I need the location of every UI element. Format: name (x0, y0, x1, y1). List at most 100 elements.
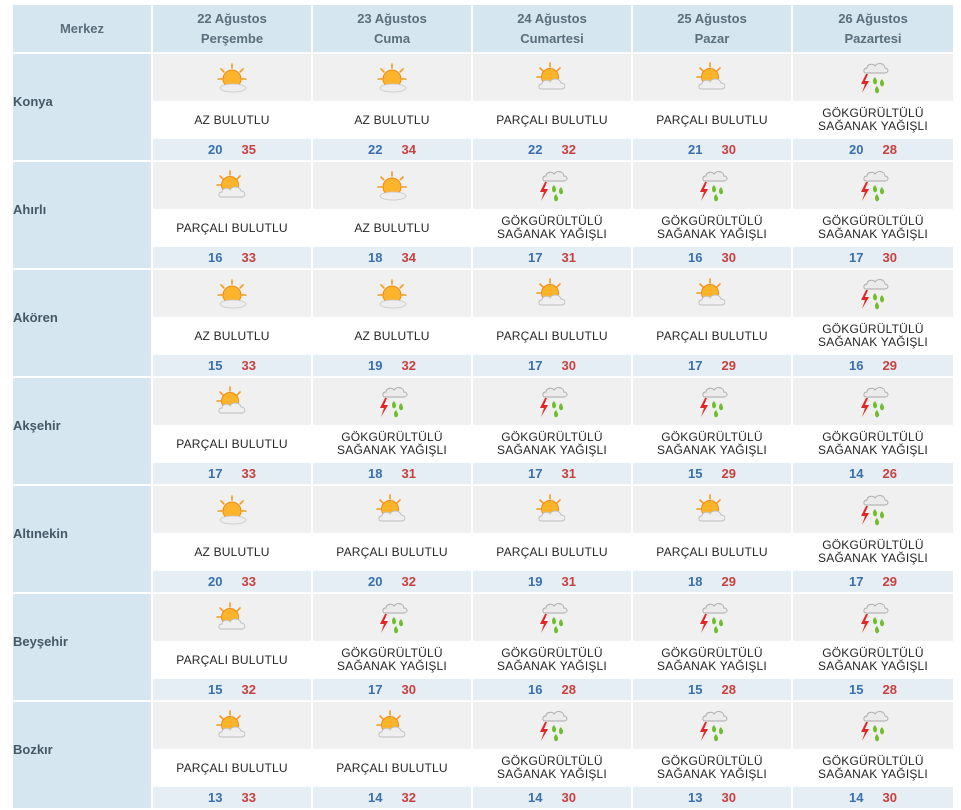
max-temp: 26 (882, 466, 897, 481)
thunderstorm-icon (695, 384, 729, 420)
forecast-cell: PARÇALI BULUTLU 16 33 (153, 162, 313, 270)
city-name: Ahırlı (13, 202, 47, 217)
forecast-cell: AZ BULUTLU 19 32 (313, 270, 473, 378)
condition-text: AZ BULUTLU (153, 533, 311, 571)
weather-icon-area (313, 378, 471, 425)
weather-icon-area (473, 702, 631, 749)
temperature-range: 21 30 (633, 139, 791, 160)
condition-line: SAĞANAK YAĞIŞLI (657, 659, 767, 673)
forecast-cell: GÖKGÜRÜLTÜLÜ SAĞANAK YAĞIŞLI 17 30 (793, 162, 953, 270)
condition-line: PARÇALI BULUTLU (176, 652, 288, 667)
weather-icon-area (793, 378, 953, 425)
city-cell: Konya (13, 54, 153, 162)
weather-icon-area (793, 486, 953, 533)
condition-line: SAĞANAK YAĞIŞLI (818, 659, 928, 673)
forecast-cell: GÖKGÜRÜLTÜLÜ SAĞANAK YAĞIŞLI 14 30 (793, 702, 953, 810)
max-temp: 32 (561, 142, 576, 157)
temperature-range: 17 31 (473, 247, 631, 268)
min-temp: 13 (208, 790, 223, 805)
day-date: 23 Ağustos (357, 10, 427, 26)
condition-line: GÖKGÜRÜLTÜLÜ (661, 214, 763, 228)
sun-icon (375, 60, 409, 96)
max-temp: 31 (401, 466, 416, 481)
partly-cloudy-icon (695, 60, 729, 96)
temperature-range: 17 30 (473, 355, 631, 376)
forecast-cell: PARÇALI BULUTLU 20 32 (313, 486, 473, 594)
day-date: 22 Ağustos (197, 10, 267, 26)
weather-icon-area (633, 54, 791, 101)
condition-text: AZ BULUTLU (313, 209, 471, 247)
weather-icon-area (473, 378, 631, 425)
forecast-cell: AZ BULUTLU 22 34 (313, 54, 473, 162)
max-temp: 32 (401, 574, 416, 589)
condition-line: PARÇALI BULUTLU (176, 760, 288, 775)
temperature-range: 22 32 (473, 139, 631, 160)
city-row: Altınekin AZ BULUTLU 20 33 PARÇALI BULUTLU 20… (13, 486, 953, 594)
min-temp: 16 (208, 250, 223, 265)
condition-line: GÖKGÜRÜLTÜLÜ (501, 214, 603, 228)
condition-text: PARÇALI BULUTLU (153, 425, 311, 463)
condition-line: AZ BULUTLU (354, 220, 430, 235)
temperature-range: 18 31 (313, 463, 471, 484)
max-temp: 32 (401, 358, 416, 373)
city-name: Altınekin (13, 526, 68, 541)
max-temp: 30 (721, 250, 736, 265)
forecast-cell: AZ BULUTLU 20 35 (153, 54, 313, 162)
max-temp: 34 (401, 142, 416, 157)
condition-text: GÖKGÜRÜLTÜLÜ SAĞANAK YAĞIŞLI (473, 641, 631, 679)
header-row: Merkez 22 Ağustos Perşembe 23 Ağustos Cuma… (13, 5, 953, 54)
forecast-body: Konya AZ BULUTLU 20 35 AZ BULUTLU 22 34 PARÇALI… (13, 54, 953, 810)
temperature-range: 13 33 (153, 787, 311, 808)
min-temp: 20 (208, 142, 223, 157)
city-column-header: Merkez (13, 5, 153, 54)
condition-line: GÖKGÜRÜLTÜLÜ (341, 430, 443, 444)
condition-text: GÖKGÜRÜLTÜLÜ SAĞANAK YAĞIŞLI (793, 317, 953, 355)
day-header: 23 Ağustos Cuma (313, 5, 473, 54)
condition-text: AZ BULUTLU (313, 101, 471, 139)
forecast-cell: GÖKGÜRÜLTÜLÜ SAĞANAK YAĞIŞLI 20 28 (793, 54, 953, 162)
condition-text: GÖKGÜRÜLTÜLÜ SAĞANAK YAĞIŞLI (793, 101, 953, 139)
forecast-cell: PARÇALI BULUTLU 14 32 (313, 702, 473, 810)
temperature-range: 17 29 (793, 571, 953, 592)
temperature-range: 20 35 (153, 139, 311, 160)
weather-icon-area (633, 270, 791, 317)
city-cell: Ahırlı (13, 162, 153, 270)
max-temp: 29 (721, 358, 736, 373)
weather-icon-area (153, 162, 311, 209)
min-temp: 15 (849, 682, 864, 697)
partly-cloudy-icon (535, 492, 569, 528)
day-header: 22 Ağustos Perşembe (153, 5, 313, 54)
temperature-range: 17 30 (793, 247, 953, 268)
condition-line: PARÇALI BULUTLU (496, 328, 608, 343)
weather-icon-area (313, 270, 471, 317)
temperature-range: 16 29 (793, 355, 953, 376)
forecast-cell: GÖKGÜRÜLTÜLÜ SAĞANAK YAĞIŞLI 16 29 (793, 270, 953, 378)
thunderstorm-icon (535, 168, 569, 204)
condition-text: GÖKGÜRÜLTÜLÜ SAĞANAK YAĞIŞLI (793, 425, 953, 463)
forecast-cell: GÖKGÜRÜLTÜLÜ SAĞANAK YAĞIŞLI 16 28 (473, 594, 633, 702)
condition-line: SAĞANAK YAĞIŞLI (497, 443, 607, 457)
thunderstorm-icon (856, 492, 890, 528)
partly-cloudy-icon (215, 168, 249, 204)
forecast-cell: AZ BULUTLU 15 33 (153, 270, 313, 378)
condition-text: GÖKGÜRÜLTÜLÜ SAĞANAK YAĞIŞLI (473, 749, 631, 787)
partly-cloudy-icon (375, 708, 409, 744)
condition-line: SAĞANAK YAĞIŞLI (818, 443, 928, 457)
temperature-range: 15 28 (633, 679, 791, 700)
condition-text: GÖKGÜRÜLTÜLÜ SAĞANAK YAĞIŞLI (633, 209, 791, 247)
forecast-cell: PARÇALI BULUTLU 21 30 (633, 54, 793, 162)
thunderstorm-icon (375, 600, 409, 636)
min-temp: 18 (688, 574, 703, 589)
max-temp: 31 (561, 466, 576, 481)
city-cell: Bozkır (13, 702, 153, 810)
weather-icon-area (793, 594, 953, 641)
min-temp: 14 (528, 790, 543, 805)
thunderstorm-icon (856, 384, 890, 420)
day-weekday: Cumartesi (520, 30, 584, 46)
weather-icon-area (793, 702, 953, 749)
temperature-range: 17 33 (153, 463, 311, 484)
condition-text: GÖKGÜRÜLTÜLÜ SAĞANAK YAĞIŞLI (793, 533, 953, 571)
weather-icon-area (313, 702, 471, 749)
forecast-cell: GÖKGÜRÜLTÜLÜ SAĞANAK YAĞIŞLI 17 31 (473, 378, 633, 486)
forecast-cell: GÖKGÜRÜLTÜLÜ SAĞANAK YAĞIŞLI 17 29 (793, 486, 953, 594)
